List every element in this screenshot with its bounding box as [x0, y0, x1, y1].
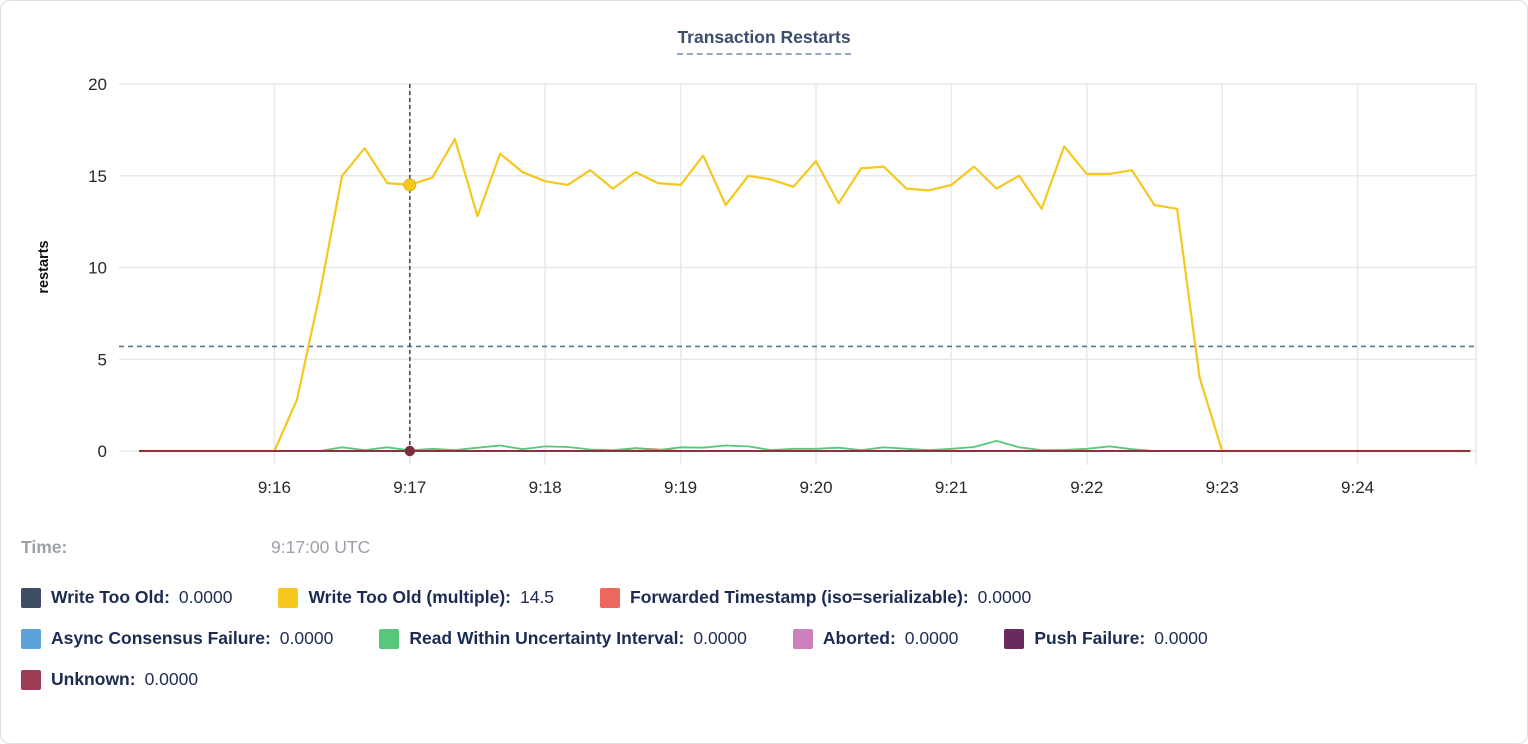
time-value: 9:17:00 UTC	[271, 537, 371, 557]
legend-row: Write Too Old: 0.0000 Write Too Old (multi…	[21, 587, 1511, 608]
legend-swatch-icon	[278, 587, 299, 608]
legend-item: Write Too Old (multiple): 14.5	[278, 587, 554, 608]
legend: Write Too Old: 0.0000 Write Too Old (multi…	[21, 587, 1511, 710]
legend-series-value: 0.0000	[178, 587, 233, 607]
legend-row: Async Consensus Failure: 0.0000 Read Withi…	[21, 628, 1511, 649]
series-line	[139, 137, 1471, 453]
legend-series-value: 0.0000	[904, 628, 959, 648]
legend-swatch-icon	[379, 628, 400, 649]
x-tick-label: 9:20	[799, 478, 832, 497]
legend-item: Forwarded Timestamp (iso=serializable): 0…	[600, 587, 1031, 608]
legend-item: Read Within Uncertainty Interval: 0.0000	[379, 628, 747, 649]
legend-item: Aborted: 0.0000	[792, 628, 959, 649]
legend-swatch-icon	[21, 669, 41, 690]
hover-time-row: Time: 9:17:00 UTC	[21, 537, 370, 558]
x-tick-label: 9:21	[935, 478, 968, 497]
hover-dot-unknown	[404, 445, 415, 457]
legend-swatch-icon	[1004, 628, 1025, 649]
legend-series-value: 0.0000	[977, 587, 1032, 607]
legend-series-label: Unknown:	[51, 669, 136, 689]
chart-title: Transaction Restarts	[677, 27, 851, 55]
legend-series-label: Aborted:	[822, 628, 896, 648]
legend-series-value: 0.0000	[144, 669, 199, 689]
legend-swatch-icon	[792, 628, 813, 649]
y-tick-label: 5	[98, 350, 107, 369]
legend-swatch-icon	[21, 587, 41, 608]
legend-swatch-icon	[21, 628, 41, 649]
series-line	[139, 439, 1471, 452]
x-tick-label: 9:22	[1070, 478, 1103, 497]
legend-swatch-icon	[600, 587, 621, 608]
hover-dot-write-too-old-multiple	[403, 178, 417, 192]
legend-series-label: Push Failure:	[1034, 628, 1146, 648]
legend-series-label: Write Too Old (multiple):	[308, 587, 511, 607]
legend-row: Unknown: 0.0000	[21, 669, 1511, 690]
legend-item: Write Too Old: 0.0000	[21, 587, 232, 608]
legend-series-label: Forwarded Timestamp (iso=serializable):	[630, 587, 969, 607]
time-label: Time:	[21, 537, 68, 557]
x-tick-label: 9:18	[529, 478, 562, 497]
legend-series-value: 0.0000	[1154, 628, 1208, 648]
legend-item: Async Consensus Failure: 0.0000	[21, 628, 333, 649]
x-tick-label: 9:16	[258, 478, 291, 497]
legend-item: Push Failure: 0.0000	[1004, 628, 1208, 649]
chart-title-wrap: Transaction Restarts	[1, 27, 1527, 55]
legend-series-label: Async Consensus Failure:	[51, 628, 271, 648]
legend-series-value: 14.5	[519, 587, 555, 607]
legend-series-value: 0.0000	[279, 628, 334, 648]
y-tick-label: 15	[88, 167, 107, 186]
x-tick-label: 9:19	[664, 478, 697, 497]
x-tick-label: 9:23	[1206, 478, 1239, 497]
y-tick-label: 20	[88, 75, 107, 94]
legend-item: Unknown: 0.0000	[21, 669, 198, 690]
legend-series-label: Read Within Uncertainty Interval:	[409, 628, 685, 648]
x-tick-label: 9:24	[1341, 478, 1374, 497]
legend-series-value: 0.0000	[693, 628, 747, 648]
y-tick-label: 10	[88, 259, 107, 278]
y-tick-label: 0	[98, 442, 107, 461]
x-tick-label: 9:17	[393, 478, 426, 497]
transaction-restarts-chart[interactable]: 0 5 10 15 20 9:16 9:17 9:18 9:19 9:20 9:21 9:22 9:23…	[1, 1, 1528, 509]
y-axis-title: restarts	[36, 240, 52, 293]
legend-series-label: Write Too Old:	[51, 587, 170, 607]
